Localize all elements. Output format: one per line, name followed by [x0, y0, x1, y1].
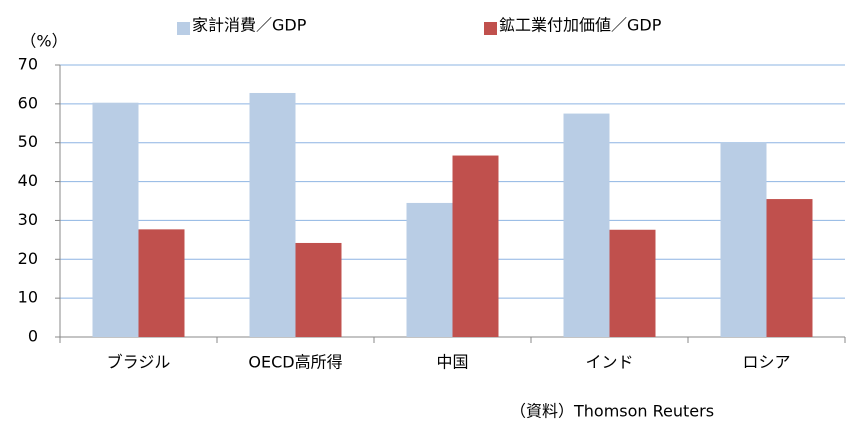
y-tick-label: 70: [18, 55, 38, 74]
x-tick-label: ロシア: [742, 353, 790, 372]
y-axis-label: （%）: [20, 32, 67, 51]
x-tick-label: OECD高所得: [248, 353, 342, 372]
bar: [452, 155, 499, 337]
bar: [138, 229, 185, 337]
y-tick-label: 40: [18, 171, 38, 190]
bar: [766, 199, 813, 337]
bar: [92, 102, 139, 337]
bar: [249, 92, 296, 337]
y-tick-label: 10: [18, 288, 38, 307]
bar: [609, 229, 656, 337]
y-tick-label: 20: [18, 249, 38, 268]
bar: [720, 142, 767, 337]
y-tick-label: 60: [18, 93, 38, 112]
source-note: （資料）Thomson Reuters: [510, 402, 714, 421]
x-tick-label: 中国: [436, 353, 468, 372]
bar: [295, 242, 342, 337]
bar: [563, 113, 610, 337]
legend-swatch: [177, 22, 190, 35]
y-tick-label: 30: [18, 210, 38, 229]
legend-swatch: [484, 22, 497, 35]
legend-label: 家計消費／GDP: [192, 16, 307, 35]
legend-label: 鉱工業付加価値／GDP: [499, 16, 662, 35]
y-tick-label: 0: [28, 327, 38, 346]
bar: [406, 202, 453, 337]
x-tick-label: ブラジル: [107, 353, 171, 372]
x-tick-label: インド: [585, 353, 633, 372]
y-tick-label: 50: [18, 132, 38, 151]
